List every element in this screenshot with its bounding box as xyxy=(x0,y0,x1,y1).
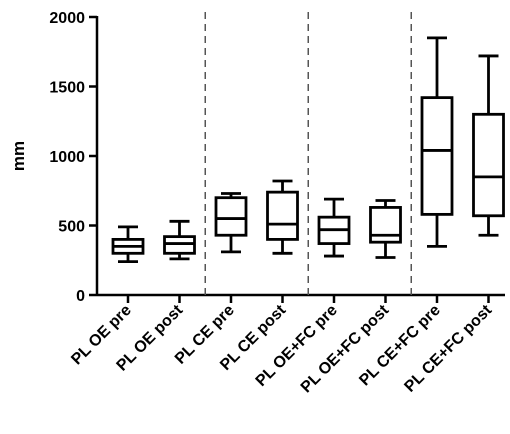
x-category-label: PL CE+FC post xyxy=(401,301,495,395)
y-axis-title: mm xyxy=(9,141,28,171)
box-iqr xyxy=(472,112,505,218)
box-iqr xyxy=(369,206,402,244)
x-category-label: PL OE+FC post xyxy=(298,301,393,396)
box-iqr xyxy=(214,196,248,237)
y-tick-label: 2000 xyxy=(49,10,85,27)
y-tick-label: 500 xyxy=(58,219,85,236)
y-tick-label: 1500 xyxy=(49,80,85,97)
box-iqr xyxy=(420,96,454,216)
y-tick-label: 0 xyxy=(76,288,85,305)
y-tick-label: 1000 xyxy=(49,149,85,166)
box-iqr xyxy=(266,190,299,241)
